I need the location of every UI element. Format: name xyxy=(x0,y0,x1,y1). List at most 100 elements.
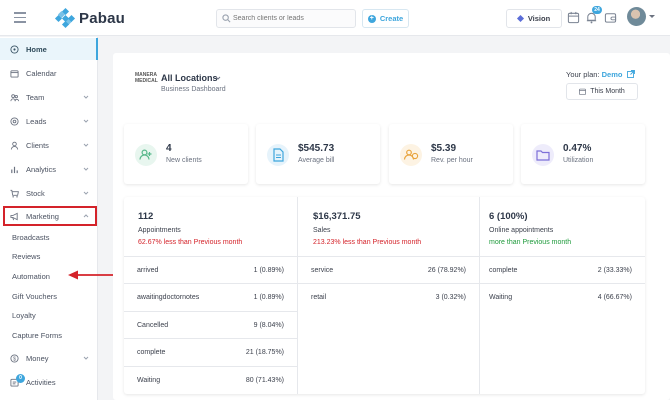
stat-value: $545.73 xyxy=(298,143,335,154)
row-value: 3 (0.32%) xyxy=(435,293,466,301)
search-box[interactable] xyxy=(216,9,356,28)
sidebar-item-label: Team xyxy=(26,92,45,102)
top-bar: Pabau + Create Vision 24 xyxy=(0,0,670,36)
plus-icon: + xyxy=(367,14,376,23)
new-clients-icon xyxy=(135,144,157,166)
sidebar-subitem-gift-vouchers[interactable]: Gift Vouchers xyxy=(12,292,58,301)
vision-button[interactable]: Vision xyxy=(506,9,562,28)
menu-icon[interactable] xyxy=(14,12,26,23)
period-label: This Month xyxy=(590,88,625,95)
pabau-logo-icon xyxy=(54,7,76,29)
sidebar-subitem-reviews[interactable]: Reviews xyxy=(12,252,41,261)
row-name: complete xyxy=(137,348,166,356)
table-row[interactable]: service 26 (78.92%) xyxy=(298,256,479,283)
chevron-down-icon[interactable] xyxy=(649,15,655,18)
stat-label: Utilization xyxy=(563,157,594,164)
row-name: retail xyxy=(311,293,327,301)
chevron-down-icon xyxy=(83,143,89,147)
sidebar-item-analytics[interactable]: Analytics xyxy=(0,158,98,180)
stat-value: 4 xyxy=(166,143,172,154)
search-input[interactable] xyxy=(233,10,351,27)
row-value: 4 (66.67%) xyxy=(597,293,632,301)
sidebar-item-clients[interactable]: Clients xyxy=(0,134,98,156)
sidebar-item-label: Activities xyxy=(26,377,56,387)
calendar-check-icon[interactable] xyxy=(567,11,580,24)
divider xyxy=(297,197,298,394)
sidebar-item-activities[interactable]: Activities xyxy=(0,371,98,393)
chevron-down-icon[interactable] xyxy=(215,75,221,81)
money-icon: $ xyxy=(10,353,19,362)
sidebar-item-marketing[interactable]: Marketing xyxy=(0,205,98,227)
sidebar-item-team[interactable]: Team xyxy=(0,86,98,108)
sidebar-item-label: Calendar xyxy=(26,68,57,78)
stat-card-utilization[interactable]: 0.47% Utilization xyxy=(521,124,645,184)
bell-icon[interactable] xyxy=(585,11,598,24)
row-name: arrived xyxy=(137,266,159,274)
wallet-icon[interactable] xyxy=(604,11,617,24)
table-row[interactable]: Waiting 4 (66.67%) xyxy=(480,283,645,310)
table-row[interactable]: complete 21 (18.75%) xyxy=(124,338,297,365)
megaphone-icon xyxy=(10,212,18,220)
stat-label: Rev. per hour xyxy=(431,157,473,164)
chevron-up-icon xyxy=(83,214,89,218)
notification-badge: 24 xyxy=(592,6,602,14)
appointments-label: Appointments xyxy=(138,227,181,234)
sidebar-item-calendar[interactable]: Calendar xyxy=(0,62,98,84)
appointments-value: 112 xyxy=(138,211,154,222)
online-value: 6 (100%) xyxy=(489,211,528,222)
row-value: 21 (18.75%) xyxy=(245,348,284,356)
activities-badge: 0 xyxy=(16,374,25,383)
external-link-icon[interactable] xyxy=(626,70,635,78)
row-name: service xyxy=(311,266,334,274)
sidebar-item-label: Stock xyxy=(26,188,45,198)
row-value: 80 (71.43%) xyxy=(245,376,284,384)
summary-card xyxy=(124,197,645,394)
leads-icon xyxy=(10,116,19,126)
table-row[interactable]: Cancelled 9 (8.04%) xyxy=(124,311,297,338)
clients-icon xyxy=(10,141,19,150)
location-selector[interactable]: All Locations xyxy=(161,73,218,83)
row-name: awaitingdoctornotes xyxy=(137,293,200,301)
team-icon xyxy=(10,93,19,101)
row-name: Waiting xyxy=(489,293,513,301)
sidebar-subitem-broadcasts[interactable]: Broadcasts xyxy=(12,233,50,242)
brand-name: Pabau xyxy=(79,9,126,27)
row-value: 1 (0.89%) xyxy=(253,293,284,301)
table-row[interactable]: awaitingdoctornotes 1 (0.89%) xyxy=(124,283,297,310)
sidebar-subitem-automation[interactable]: Automation xyxy=(12,272,50,281)
online-trend: more than Previous month xyxy=(489,239,572,246)
stat-card-rev-per-hour[interactable]: $5.39 Rev. per hour xyxy=(389,124,513,184)
stat-card-new-clients[interactable]: 4 New clients xyxy=(124,124,248,184)
row-value: 1 (0.89%) xyxy=(253,266,284,274)
create-button[interactable]: + Create xyxy=(362,9,409,28)
sidebar-item-label: Analytics xyxy=(26,164,57,174)
row-name: Waiting xyxy=(137,376,161,384)
sidebar-subitem-capture-forms[interactable]: Capture Forms xyxy=(12,331,63,340)
chevron-down-icon xyxy=(83,119,89,123)
period-selector[interactable]: This Month xyxy=(566,83,638,100)
user-avatar[interactable] xyxy=(627,7,646,26)
table-row[interactable]: Waiting 80 (71.43%) xyxy=(124,366,297,393)
row-value: 26 (78.92%) xyxy=(427,266,466,274)
sidebar-item-leads[interactable]: Leads xyxy=(0,110,98,132)
sidebar-item-home[interactable]: Home xyxy=(0,38,98,60)
plan-link[interactable]: Demo xyxy=(601,70,623,79)
stat-card-average-bill[interactable]: $545.73 Average bill xyxy=(256,124,380,184)
home-icon xyxy=(10,44,19,54)
page-subtitle: Business Dashboard xyxy=(161,86,226,93)
table-row[interactable]: retail 3 (0.32%) xyxy=(298,283,479,310)
appointments-trend: 62.67% less than Previous month xyxy=(138,239,243,246)
sales-trend: 213.23% less than Previous month xyxy=(313,239,422,246)
divider xyxy=(479,197,480,394)
row-value: 9 (8.04%) xyxy=(253,321,284,329)
stat-label: New clients xyxy=(166,157,202,164)
brand-logo[interactable]: Pabau xyxy=(54,7,126,29)
sidebar-item-stock[interactable]: Stock xyxy=(0,182,98,204)
vision-label: Vision xyxy=(527,14,551,23)
table-row[interactable]: complete 2 (33.33%) xyxy=(480,256,645,283)
sidebar-item-money[interactable]: $ Money xyxy=(0,347,98,369)
sidebar-subitem-loyalty[interactable]: Loyalty xyxy=(12,311,36,320)
stat-label: Average bill xyxy=(298,157,335,164)
table-row[interactable]: arrived 1 (0.89%) xyxy=(124,256,297,283)
sidebar-item-label: Leads xyxy=(26,116,47,126)
